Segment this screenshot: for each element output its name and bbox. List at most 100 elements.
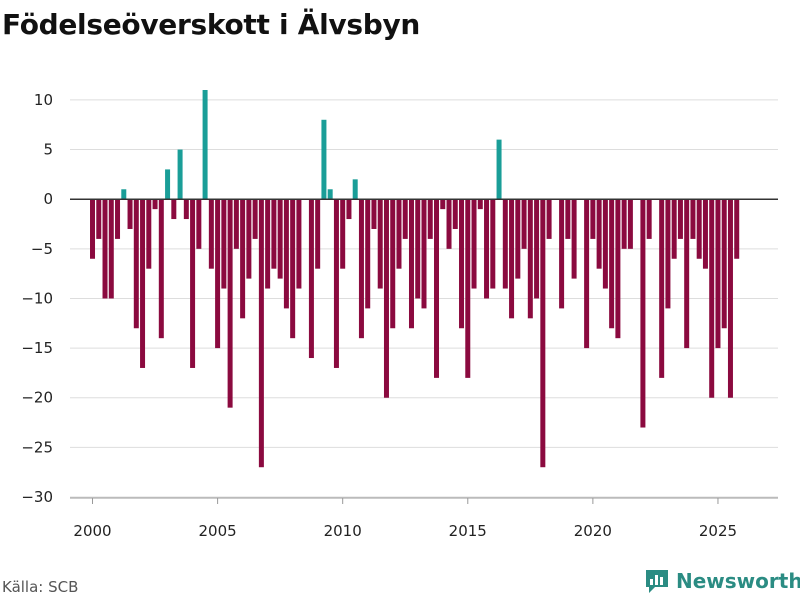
bar	[659, 199, 665, 378]
y-tick-label: −20	[21, 389, 53, 407]
bar	[296, 199, 302, 289]
bar	[621, 199, 627, 249]
bar	[321, 119, 327, 200]
bar	[390, 199, 396, 329]
newsworthy-icon	[646, 570, 668, 593]
bar	[315, 199, 321, 269]
bar	[427, 199, 433, 239]
bar	[602, 199, 608, 289]
bar	[515, 199, 521, 279]
bar	[396, 199, 402, 269]
bar	[546, 199, 552, 239]
bar	[565, 199, 571, 239]
source-label: Källa: SCB	[2, 578, 79, 596]
y-tick-label: −15	[21, 339, 53, 357]
bar	[596, 199, 602, 269]
brand-name: Newsworthy	[676, 569, 800, 593]
y-tick-label: −30	[21, 488, 53, 506]
bar	[734, 199, 740, 259]
bar	[377, 199, 383, 289]
y-tick-label: −5	[31, 240, 53, 258]
newsworthy-logo[interactable]: Newsworthy	[644, 568, 800, 594]
bar	[152, 199, 158, 210]
bar	[527, 199, 533, 319]
bar	[202, 90, 208, 200]
bar	[571, 199, 577, 279]
bar	[340, 199, 346, 269]
bar	[165, 169, 171, 200]
bar	[221, 199, 227, 289]
y-tick-label: −25	[21, 438, 53, 456]
bar	[246, 199, 252, 279]
bar	[171, 199, 177, 220]
y-tick-label: 10	[34, 91, 53, 109]
bar	[415, 199, 421, 299]
bar	[265, 199, 271, 289]
bar	[408, 199, 414, 329]
bar	[709, 199, 715, 398]
x-tick-label: 2015	[449, 522, 487, 540]
bar	[208, 199, 214, 269]
bar	[721, 199, 727, 329]
y-tick-label: 0	[43, 190, 53, 208]
bar	[233, 199, 239, 249]
bar	[352, 179, 358, 200]
bar	[240, 199, 246, 319]
x-tick-label: 2025	[699, 522, 737, 540]
bar	[371, 199, 377, 229]
bar	[227, 199, 233, 408]
bar	[108, 199, 114, 299]
bar	[333, 199, 339, 368]
bar	[627, 199, 633, 249]
x-tick-label: 2000	[73, 522, 111, 540]
bar	[277, 199, 283, 279]
y-axis-labels: 10 5 0 −5 −10 −15 −20 −25 −30	[21, 91, 53, 506]
bar	[521, 199, 527, 249]
x-tick-label: 2010	[324, 522, 362, 540]
bar	[140, 199, 146, 368]
x-tick-label: 2020	[574, 522, 612, 540]
bar	[308, 199, 314, 359]
bar	[146, 199, 152, 269]
bar	[484, 199, 490, 299]
bar	[677, 199, 683, 239]
x-axis: 2000 2005 2010 2015 2020 2025	[70, 497, 778, 540]
bar	[96, 199, 102, 239]
bar	[327, 189, 333, 200]
bar	[252, 199, 258, 239]
bar	[421, 199, 427, 309]
bar	[102, 199, 108, 299]
bar	[283, 199, 289, 309]
bar	[684, 199, 690, 349]
bar	[383, 199, 389, 398]
bar	[540, 199, 546, 468]
x-tick-label: 2005	[199, 522, 237, 540]
bar	[346, 199, 352, 220]
bar	[434, 199, 440, 378]
bar	[465, 199, 471, 378]
bar	[215, 199, 221, 349]
bar	[90, 199, 96, 259]
bar	[358, 199, 364, 339]
bar	[190, 199, 196, 368]
bar	[496, 139, 502, 200]
bar	[402, 199, 408, 239]
bar	[502, 199, 508, 289]
bar	[646, 199, 652, 239]
bar	[665, 199, 671, 309]
bar	[590, 199, 596, 239]
bar	[727, 199, 733, 398]
bar	[702, 199, 708, 269]
bar	[365, 199, 371, 309]
bar	[715, 199, 721, 349]
bar	[271, 199, 277, 269]
bar	[158, 199, 164, 339]
bar	[440, 199, 446, 210]
y-tick-label: −10	[21, 289, 53, 307]
bar	[477, 199, 483, 210]
bars	[90, 90, 740, 468]
bar	[534, 199, 540, 299]
bar	[446, 199, 452, 249]
chart-title: Födelseöverskott i Älvsbyn	[2, 8, 421, 41]
bar	[127, 199, 133, 229]
